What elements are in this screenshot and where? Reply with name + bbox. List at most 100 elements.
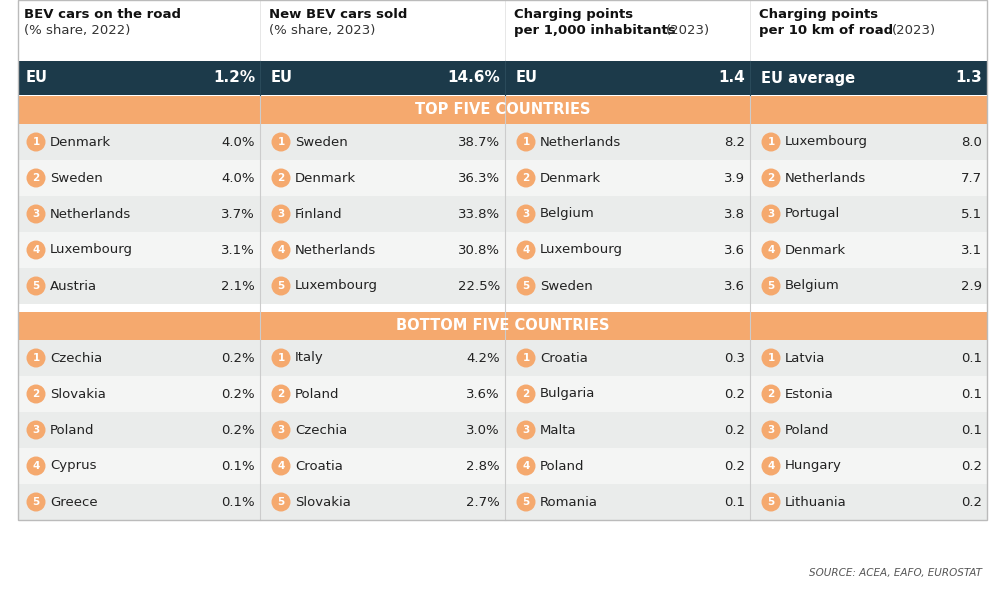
Text: 2.9: 2.9: [961, 280, 982, 293]
Text: Luxembourg: Luxembourg: [50, 244, 133, 256]
Circle shape: [272, 421, 290, 439]
Text: 5: 5: [277, 497, 285, 507]
Circle shape: [762, 349, 780, 368]
Bar: [18, 196, 987, 232]
Text: SOURCE: ACEA, EAFO, EUROSTAT: SOURCE: ACEA, EAFO, EUROSTAT: [809, 568, 982, 578]
Circle shape: [516, 204, 536, 224]
Circle shape: [26, 492, 46, 511]
Text: Denmark: Denmark: [540, 172, 601, 185]
Text: 8.2: 8.2: [724, 135, 745, 148]
Text: 2: 2: [32, 389, 40, 399]
Text: Luxembourg: Luxembourg: [540, 244, 623, 256]
Text: 0.2: 0.2: [961, 495, 982, 508]
Circle shape: [516, 492, 536, 511]
Text: (2023): (2023): [892, 24, 936, 37]
Text: 2: 2: [32, 173, 40, 183]
Text: 2: 2: [277, 389, 285, 399]
Text: 3: 3: [767, 425, 775, 435]
Bar: [18, 412, 987, 448]
Text: 0.1: 0.1: [961, 352, 982, 365]
Text: (% share, 2022): (% share, 2022): [24, 24, 130, 37]
Text: 3: 3: [522, 425, 530, 435]
Text: Charging points: Charging points: [759, 8, 878, 21]
Text: 2.1%: 2.1%: [221, 280, 255, 293]
Circle shape: [516, 349, 536, 368]
Text: 0.1%: 0.1%: [221, 495, 255, 508]
Text: 4: 4: [32, 461, 40, 471]
Text: 0.2%: 0.2%: [221, 424, 255, 436]
Bar: [18, 160, 987, 196]
Circle shape: [26, 457, 46, 476]
Text: Slovakia: Slovakia: [295, 495, 351, 508]
Text: 0.2%: 0.2%: [221, 387, 255, 401]
Text: Denmark: Denmark: [785, 244, 846, 256]
Circle shape: [26, 277, 46, 296]
Text: 4: 4: [522, 461, 530, 471]
Text: 3.9: 3.9: [724, 172, 745, 185]
Text: 3: 3: [767, 209, 775, 219]
Text: 4: 4: [522, 245, 530, 255]
Text: 3.6: 3.6: [724, 280, 745, 293]
Text: Luxembourg: Luxembourg: [295, 280, 378, 293]
Text: Latvia: Latvia: [785, 352, 825, 365]
Text: 3: 3: [277, 425, 285, 435]
Text: 5: 5: [767, 281, 775, 291]
Text: BEV cars on the road: BEV cars on the road: [24, 8, 181, 21]
Text: EU: EU: [26, 70, 48, 85]
Text: 0.1: 0.1: [961, 387, 982, 401]
Text: 30.8%: 30.8%: [458, 244, 500, 256]
Circle shape: [272, 457, 290, 476]
Text: BOTTOM FIVE COUNTRIES: BOTTOM FIVE COUNTRIES: [396, 318, 609, 334]
Circle shape: [762, 204, 780, 224]
Text: 0.1: 0.1: [961, 424, 982, 436]
Circle shape: [272, 492, 290, 511]
Text: per 10 km of road: per 10 km of road: [759, 24, 893, 37]
Text: 2: 2: [522, 389, 530, 399]
Text: Finland: Finland: [295, 207, 343, 221]
Circle shape: [272, 349, 290, 368]
Text: 1.2%: 1.2%: [213, 70, 255, 85]
Text: Austria: Austria: [50, 280, 97, 293]
Text: 4.0%: 4.0%: [222, 135, 255, 148]
Text: Poland: Poland: [50, 424, 94, 436]
Bar: [18, 376, 987, 412]
Circle shape: [762, 421, 780, 439]
Text: Belgium: Belgium: [540, 207, 595, 221]
Text: Poland: Poland: [295, 387, 340, 401]
Text: 2: 2: [767, 389, 775, 399]
Circle shape: [272, 169, 290, 188]
Text: Sweden: Sweden: [295, 135, 348, 148]
Text: Bulgaria: Bulgaria: [540, 387, 595, 401]
Text: 5: 5: [32, 281, 40, 291]
Text: EU: EU: [516, 70, 538, 85]
Bar: [18, 340, 987, 376]
Circle shape: [762, 492, 780, 511]
Text: 3.1%: 3.1%: [221, 244, 255, 256]
Text: Cyprus: Cyprus: [50, 460, 96, 473]
Text: 5: 5: [522, 497, 530, 507]
Text: 1: 1: [522, 137, 530, 147]
Text: Croatia: Croatia: [540, 352, 588, 365]
Text: Slovakia: Slovakia: [50, 387, 106, 401]
Text: 3: 3: [522, 209, 530, 219]
Circle shape: [516, 132, 536, 151]
Text: 2: 2: [277, 173, 285, 183]
Circle shape: [26, 169, 46, 188]
Text: EU: EU: [271, 70, 293, 85]
Circle shape: [26, 241, 46, 259]
Text: Netherlands: Netherlands: [295, 244, 376, 256]
Text: (% share, 2023): (% share, 2023): [269, 24, 375, 37]
Text: 3.0%: 3.0%: [466, 424, 500, 436]
Circle shape: [516, 169, 536, 188]
Text: 2.8%: 2.8%: [466, 460, 500, 473]
Text: 5: 5: [522, 281, 530, 291]
Text: (2023): (2023): [666, 24, 710, 37]
Text: Luxembourg: Luxembourg: [785, 135, 868, 148]
Text: 4.0%: 4.0%: [222, 172, 255, 185]
Text: Sweden: Sweden: [540, 280, 593, 293]
Text: 4: 4: [277, 245, 285, 255]
Text: 1: 1: [277, 353, 285, 363]
Text: 3.6: 3.6: [724, 244, 745, 256]
Text: 2.7%: 2.7%: [466, 495, 500, 508]
Text: per 1,000 inhabitants: per 1,000 inhabitants: [514, 24, 676, 37]
